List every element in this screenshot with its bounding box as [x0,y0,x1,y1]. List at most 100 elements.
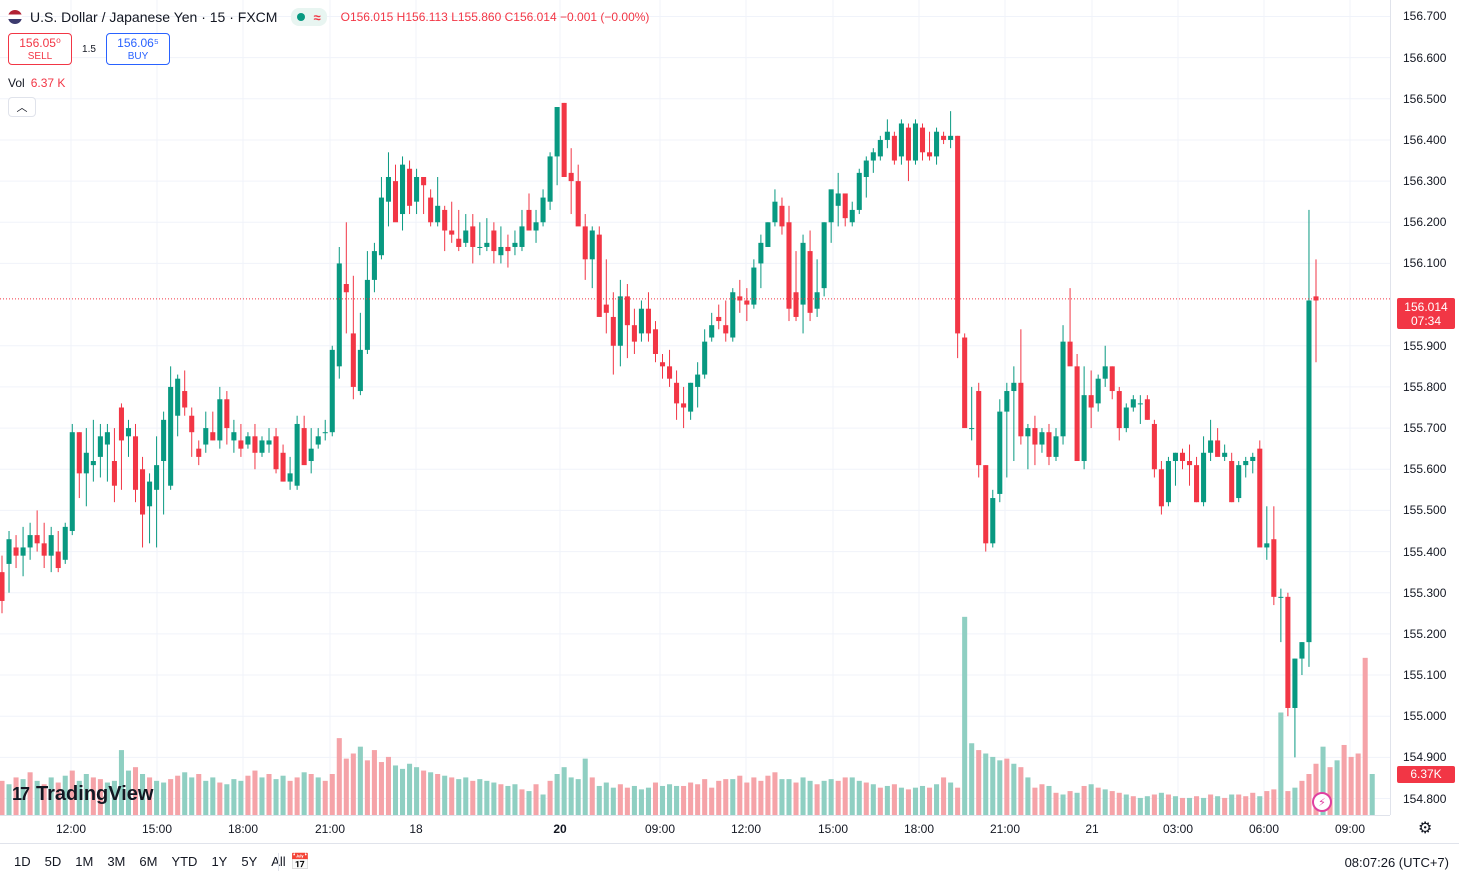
volume-bar [1116,792,1122,815]
collapse-legend-button[interactable]: ︿ [8,97,36,117]
volume-bar [1186,797,1193,815]
range-button-3m[interactable]: 3M [107,854,126,869]
volume-bar [477,779,483,815]
gear-icon[interactable]: ⚙ [1418,820,1433,837]
sell-button[interactable]: 156.05⁰ SELL [8,33,72,65]
range-button-6m[interactable]: 6M [139,854,158,869]
range-button-5d[interactable]: 5D [44,854,62,869]
range-button-ytd[interactable]: YTD [171,854,198,869]
volume-bar [1243,796,1249,815]
volume-bar [702,779,708,815]
candle-body [203,428,209,445]
volume-bar [926,787,933,815]
time-tick-label: 21:00 [989,822,1021,836]
volume-bar [1264,791,1270,815]
volume-bar [231,779,237,815]
range-button-1m[interactable]: 1M [75,854,94,869]
range-button-1d[interactable]: 1D [14,854,31,869]
volume-bar [449,777,455,815]
candle-body [807,251,813,313]
volume-bar [765,775,771,815]
candle-body [41,543,47,556]
candle-body [744,300,750,305]
candle-body [828,189,834,223]
volume-bar [1236,794,1242,815]
volume-bar [533,784,539,815]
volume-bar [807,780,813,815]
volume-bar [1179,797,1186,815]
volume-bar [301,772,307,815]
volume-bar [1130,796,1136,815]
candle-body [280,452,286,482]
price-axis[interactable]: 156.700 156.600 156.500 156.400 156.300 156.2… [1390,0,1459,815]
volume-bar [821,780,827,815]
volume-bar [407,763,413,815]
price-tick-label: 154.800 [1403,791,1447,806]
candle-body [652,329,659,354]
candle-body [709,325,715,338]
volume-bar [34,780,40,815]
volume-bar [217,782,223,815]
market-status-pill[interactable]: ≈ [291,8,327,26]
buy-label: BUY [127,51,149,62]
candle-body [589,230,595,260]
last-price-label: 156.014 [1404,300,1448,314]
candle-body [695,374,701,387]
candle-body [1025,428,1031,437]
volume-legend[interactable]: Vol 6.37 K [8,76,65,90]
volume-bar [891,784,897,815]
price-tick-label: 156.500 [1403,91,1447,106]
volume-bar [322,780,328,815]
volume-bar [547,780,553,815]
volume-bar [97,779,103,815]
time-axis[interactable]: 12:00 15:00 18:00 21:00 18 20 09:00 12:00 15:00 1… [0,815,1390,843]
volume-bar [161,782,167,815]
candle-body [786,222,792,309]
buy-button[interactable]: 156.06⁵ BUY [106,33,170,65]
calendar-goto-icon[interactable]: 📅 [290,854,310,871]
symbol-legend: U.S. Dollar / Japanese Yen · 15 · FXCM ≈… [8,8,649,26]
volume-bar [399,768,406,815]
candle-body [674,382,680,404]
range-button-1y[interactable]: 1Y [211,854,228,869]
trade-buttons: 156.05⁰ SELL 1.5 156.06⁵ BUY [8,33,170,65]
volume-bar [0,780,5,815]
candle-body [399,164,406,215]
candle-body [1201,452,1207,503]
close-label: C [504,10,514,24]
chart-area[interactable] [0,0,1390,815]
candle-body [990,498,996,544]
volume-bar [76,780,82,815]
volume-bar [1151,794,1157,815]
volume-bar [540,794,546,815]
candlestick-chart[interactable] [0,0,1390,815]
price-tick-label: 155.000 [1403,709,1447,724]
volume-bar [1039,784,1045,815]
candle-body [273,436,279,470]
volume-bar [688,782,694,815]
volume-bar [55,782,61,815]
volume-badge: 6.37K [1397,766,1455,783]
price-tick-label: 156.700 [1403,9,1447,24]
candle-body [1060,341,1066,437]
range-button-5y[interactable]: 5Y [241,854,258,869]
volume-bar [709,787,715,815]
volume-bar [667,784,673,815]
candle-body [1257,448,1263,548]
lightning-icon[interactable]: ⚡ [1312,792,1332,812]
symbol-title[interactable]: U.S. Dollar / Japanese Yen · 15 · FXCM [30,9,278,25]
volume-bar [631,785,637,815]
candle-body [498,246,504,256]
volume-bar [6,784,12,815]
candle-body [884,131,890,140]
volume-bar [919,785,926,815]
clock-timezone[interactable]: 08:07:26 (UTC+7) [1344,855,1449,870]
volume-bar [470,780,476,815]
candle-body [948,135,954,140]
candle-body [1306,300,1312,643]
time-tick-label: 20 [553,822,567,836]
candle-body [1004,391,1010,412]
candle-body [470,226,476,247]
volume-bar [948,782,954,815]
tradingview-logo[interactable]: 17 TradingView [12,783,153,806]
